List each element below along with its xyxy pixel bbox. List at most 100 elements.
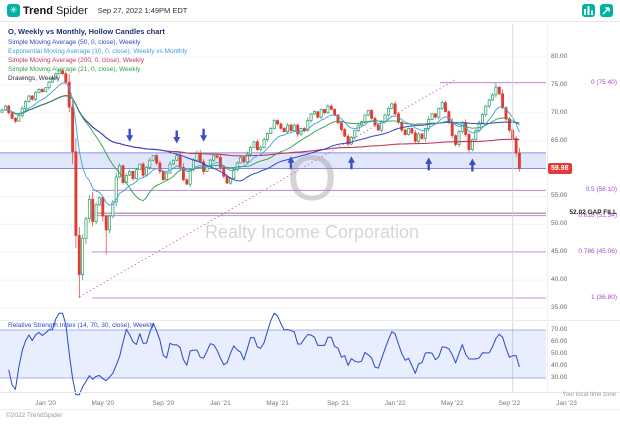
- candle-body: [329, 105, 333, 110]
- candle-body: [514, 138, 518, 154]
- candle-body: [386, 107, 390, 116]
- indicator-legend: Simple Moving Average (50, 0, close), We…: [8, 38, 187, 83]
- candle-body: [37, 89, 41, 94]
- candle-body: [316, 111, 320, 118]
- candle-body: [34, 92, 38, 100]
- legend-item-sma50[interactable]: Simple Moving Average (50, 0, close), We…: [8, 39, 141, 46]
- candle-body: [61, 70, 64, 75]
- candle-body: [440, 102, 444, 109]
- spider-icon: ✳: [7, 4, 20, 17]
- candle-body: [67, 81, 71, 108]
- candle-body: [286, 124, 290, 133]
- candle-body: [145, 167, 148, 176]
- candle-body: [57, 70, 61, 75]
- candle-body: [279, 123, 283, 129]
- ema10-line: [5, 82, 520, 206]
- candle-body: [111, 201, 115, 217]
- candle-body: [403, 129, 407, 135]
- down-arrow-annotation[interactable]: [126, 128, 134, 142]
- legend-item-sma200[interactable]: Simple Moving Average (200, 0, close), W…: [8, 57, 144, 64]
- candle-body: [417, 133, 421, 142]
- up-arrow-annotation[interactable]: [425, 157, 433, 171]
- support-zone-band: [0, 152, 546, 169]
- candle-body: [229, 178, 232, 184]
- candle-body: [336, 114, 340, 124]
- candle-body: [242, 157, 246, 163]
- candle-body: [470, 139, 474, 150]
- candle-body: [474, 130, 478, 140]
- down-arrow-annotation[interactable]: [200, 128, 208, 142]
- logo-text-spider: Spider: [55, 4, 88, 17]
- candle-body: [178, 155, 182, 168]
- candle-body: [313, 111, 316, 115]
- candle-body: [44, 87, 48, 92]
- candle-body: [81, 237, 85, 275]
- candle-body: [289, 124, 293, 132]
- candle-body: [114, 176, 118, 203]
- share-button[interactable]: [600, 4, 613, 17]
- candle-body: [447, 111, 451, 123]
- up-arrow-annotation[interactable]: [347, 156, 355, 170]
- candle-body: [410, 128, 414, 134]
- candle-body: [326, 105, 330, 114]
- chart-timestamp: Sep 27, 2022 1:49PM EDT: [97, 6, 188, 15]
- candle-body: [444, 102, 447, 112]
- candle-body: [101, 197, 105, 217]
- chart-style-button[interactable]: [582, 4, 595, 17]
- candle-body: [487, 99, 491, 107]
- legend-item-ema10[interactable]: Exponential Moving Average (10, 0, close…: [8, 48, 188, 55]
- candle-body: [104, 215, 108, 231]
- candle-body: [134, 169, 138, 179]
- candle-body: [346, 135, 350, 145]
- candle-body: [17, 115, 21, 122]
- candle-body: [339, 122, 343, 130]
- candle-body: [27, 95, 31, 102]
- app-header: ✳ Trend Spider Sep 27, 2022 1:49PM EDT: [0, 0, 620, 22]
- candle-body: [353, 130, 357, 138]
- candle-body: [259, 147, 263, 150]
- candle-body: [454, 135, 458, 145]
- candle-body: [10, 112, 14, 119]
- rsi-indicator-label[interactable]: Relative Strength Index (14, 70, 30, clo…: [8, 322, 155, 329]
- legend-item-sma21[interactable]: Simple Moving Average (21, 0, close), We…: [8, 66, 141, 73]
- candle-body: [215, 155, 219, 158]
- candle-body: [74, 151, 78, 236]
- candle-body: [309, 113, 313, 121]
- candle-body: [319, 109, 323, 118]
- candle-body: [97, 197, 101, 206]
- down-arrow-annotation[interactable]: [173, 130, 181, 144]
- watermark-symbol: O: [287, 142, 337, 214]
- candle-body: [208, 159, 212, 167]
- trendline-drawing[interactable]: [79, 78, 456, 298]
- candle-body: [255, 141, 259, 150]
- header-actions: [582, 4, 613, 17]
- candle-body: [491, 94, 495, 101]
- up-arrow-annotation[interactable]: [468, 158, 476, 172]
- timezone-note: Your local time zone: [562, 392, 616, 398]
- candle-body: [71, 106, 75, 153]
- trendspider-logo[interactable]: ✳ Trend Spider: [7, 4, 88, 17]
- candle-body: [54, 73, 58, 79]
- candle-body: [363, 114, 367, 123]
- up-arrow-annotation[interactable]: [287, 156, 295, 170]
- last-price-badge: 59.98: [548, 163, 572, 174]
- candle-body: [276, 120, 279, 125]
- candle-body: [84, 218, 88, 239]
- candle-body: [265, 133, 269, 140]
- candle-body: [175, 155, 179, 161]
- candle-body: [323, 109, 327, 114]
- candle-body: [497, 86, 501, 95]
- candle-body: [333, 109, 337, 116]
- candle-body: [504, 107, 508, 120]
- candle-body: [517, 152, 521, 169]
- candle-body: [13, 118, 17, 122]
- candle-body: [24, 101, 27, 109]
- legend-item-drawings[interactable]: Drawings, Weekly: [8, 75, 60, 82]
- candle-body: [121, 165, 125, 183]
- candle-body: [292, 124, 296, 132]
- candle-body: [141, 163, 145, 176]
- candle-body: [457, 131, 461, 145]
- sma21-line: [8, 95, 520, 202]
- candle-body: [390, 103, 394, 109]
